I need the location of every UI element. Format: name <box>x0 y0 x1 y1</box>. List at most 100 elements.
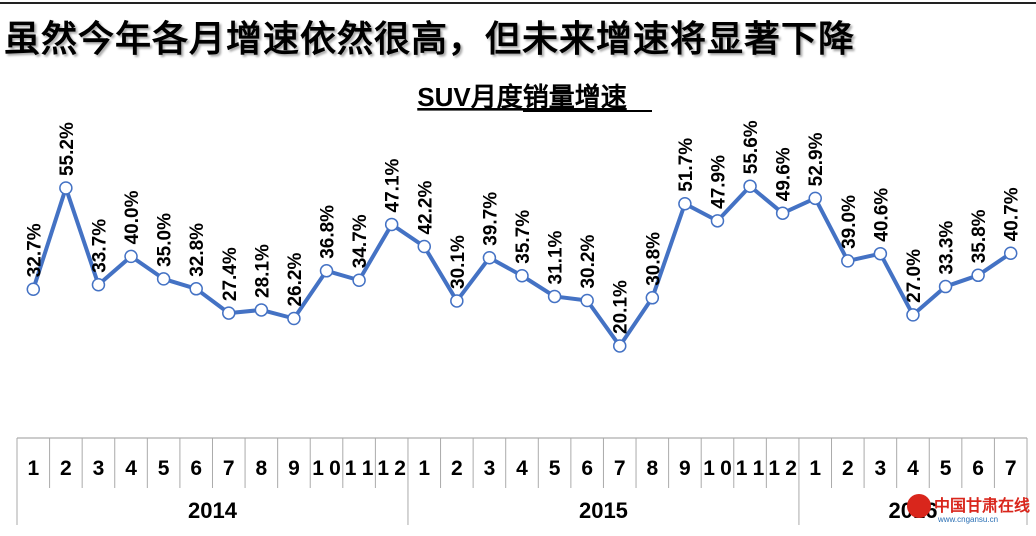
data-point <box>515 269 529 283</box>
data-label: 42.2% <box>415 181 436 235</box>
data-point <box>352 273 366 287</box>
month-tick-label: 5 <box>549 457 561 480</box>
data-label: 26.2% <box>285 253 306 307</box>
data-point <box>678 197 692 211</box>
data-label: 40.0% <box>122 190 143 244</box>
data-label: 30.2% <box>578 235 599 289</box>
month-tick-label: 7 <box>223 457 235 480</box>
data-label: 47.1% <box>383 158 404 212</box>
data-label: 39.7% <box>480 192 501 246</box>
data-point <box>710 214 725 228</box>
data-label: 35.8% <box>969 209 990 263</box>
data-point <box>547 289 562 304</box>
data-point <box>743 179 757 193</box>
month-tick-label: 8 <box>646 457 658 480</box>
watermark-url: www.cngansu.cn <box>938 515 999 524</box>
data-point <box>384 217 399 232</box>
data-label: 40.7% <box>1002 187 1023 241</box>
month-tick-label: 9 <box>288 457 300 480</box>
month-tick-label: 2 <box>451 457 463 480</box>
data-point <box>808 191 822 206</box>
month-tick-label: 5 <box>940 457 952 480</box>
month-tick-label: 3 <box>875 457 887 480</box>
data-label: 27.0% <box>904 249 925 303</box>
month-tick-label: 12 <box>377 457 406 480</box>
month-tick-label: 5 <box>158 457 170 480</box>
data-label: 32.8% <box>187 223 208 277</box>
month-tick-label: 6 <box>190 457 202 480</box>
data-point <box>580 293 594 308</box>
data-point <box>222 306 236 320</box>
data-label: 30.1% <box>448 235 469 289</box>
data-point <box>873 246 888 261</box>
data-label: 55.6% <box>741 120 762 174</box>
data-point <box>482 251 497 265</box>
data-point <box>26 282 41 296</box>
month-tick-label: 11 <box>736 457 765 480</box>
data-label: 27.4% <box>220 247 241 301</box>
month-tick-label: 12 <box>768 457 797 480</box>
month-tick-label: 4 <box>125 457 137 480</box>
data-point <box>450 294 464 308</box>
month-tick-label: 2 <box>842 457 854 480</box>
data-label: 30.8% <box>643 232 664 286</box>
data-point <box>254 303 269 317</box>
month-tick-label: 4 <box>907 457 919 480</box>
year-label: 2015 <box>579 498 628 523</box>
data-label: 36.8% <box>318 205 339 259</box>
month-tick-label: 11 <box>345 457 374 480</box>
data-point <box>59 181 73 195</box>
month-tick-label: 10 <box>703 457 732 480</box>
data-point <box>417 239 432 254</box>
data-point <box>971 268 985 283</box>
month-tick-label: 9 <box>679 457 691 480</box>
data-label: 33.3% <box>937 221 958 275</box>
data-point <box>906 308 920 322</box>
watermark: 中国甘肃在线 <box>934 496 1031 515</box>
data-label: 35.7% <box>513 210 534 264</box>
data-point <box>91 278 106 292</box>
month-tick-label: 7 <box>614 457 626 480</box>
top-rule <box>0 2 1036 4</box>
data-point <box>156 272 171 286</box>
data-label: 34.7% <box>350 214 371 268</box>
data-label: 32.7% <box>24 223 45 277</box>
data-point <box>319 264 334 278</box>
month-tick-label: 6 <box>581 457 593 480</box>
month-tick-label: 4 <box>516 457 528 480</box>
watermark-logo <box>907 494 931 518</box>
headline: 虽然今年各月增速依然很高，但未来增速将显著下降 <box>4 19 856 60</box>
month-tick-label: 8 <box>256 457 268 480</box>
data-label: 28.1% <box>252 244 273 298</box>
data-label: 40.6% <box>871 188 892 242</box>
data-label: 39.0% <box>839 195 860 249</box>
data-point <box>938 279 953 294</box>
chart-title: SUV月度销量增速 <box>417 82 626 112</box>
month-tick-label: 7 <box>1005 457 1017 480</box>
month-tick-label: 1 <box>418 457 430 480</box>
data-point <box>124 249 138 264</box>
month-tick-label: 1 <box>27 457 39 480</box>
data-label: 33.7% <box>89 219 110 273</box>
data-label: 55.2% <box>57 122 78 176</box>
data-point <box>612 339 627 353</box>
data-label: 47.9% <box>708 155 729 209</box>
month-tick-label: 6 <box>972 457 984 480</box>
data-label: 20.1% <box>611 280 632 334</box>
data-point <box>189 282 203 296</box>
data-point <box>645 291 660 305</box>
data-point <box>775 206 790 220</box>
data-point <box>287 311 301 326</box>
data-label: 52.9% <box>806 132 827 186</box>
month-tick-label: 2 <box>60 457 72 480</box>
month-tick-label: 1 <box>809 457 821 480</box>
data-label: 35.0% <box>155 213 176 267</box>
data-label: 51.7% <box>676 138 697 192</box>
year-label: 2014 <box>188 498 238 523</box>
data-point <box>1003 246 1018 260</box>
month-tick-label: 3 <box>93 457 105 480</box>
month-tick-label: 3 <box>484 457 496 480</box>
month-tick-label: 10 <box>312 457 341 480</box>
data-point <box>841 254 855 268</box>
